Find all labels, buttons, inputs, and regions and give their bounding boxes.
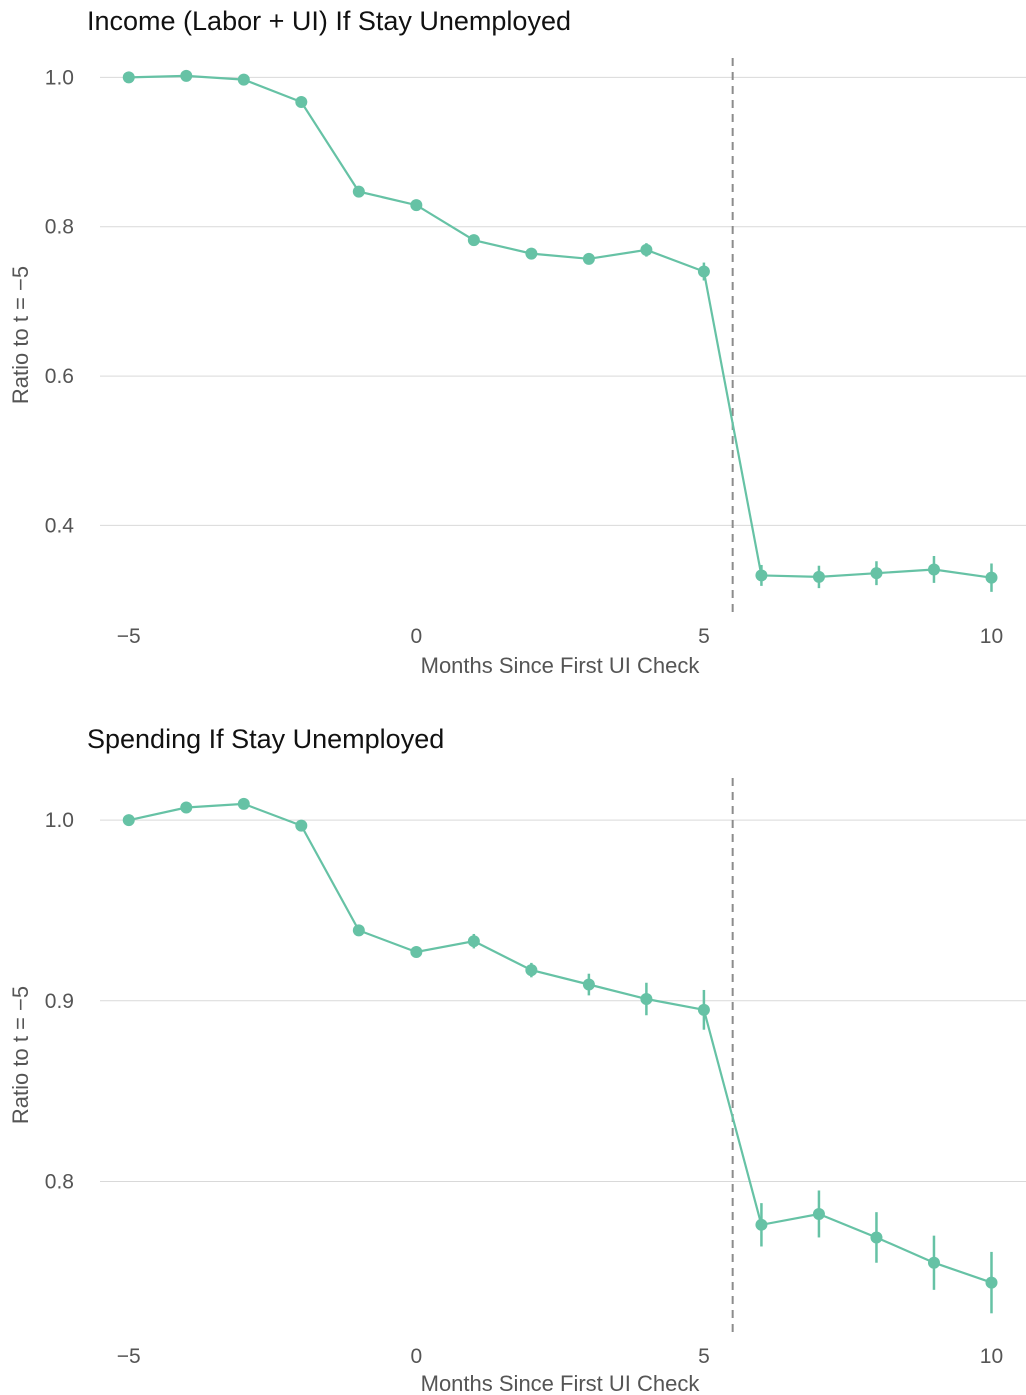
x-tick-label: −5 <box>117 1345 141 1368</box>
x-tick-label: 0 <box>410 1345 422 1368</box>
data-point <box>352 924 365 937</box>
data-point <box>927 1256 940 1269</box>
data-point <box>755 1218 768 1231</box>
data-point <box>927 563 940 576</box>
data-point <box>410 946 423 959</box>
data-point <box>812 570 825 583</box>
data-point <box>985 571 998 584</box>
spending-chart-panel: Spending If Stay Unemployed 0.8 0.9 1.0 −5 0 5… <box>0 715 1026 1395</box>
data-point <box>640 993 653 1005</box>
data-point <box>467 234 480 247</box>
data-point <box>467 935 480 948</box>
x-axis-label: Months Since First UI Check <box>421 653 701 678</box>
data-point <box>237 797 250 810</box>
x-tick-label: 10 <box>980 1345 1003 1368</box>
x-tick-label: 5 <box>698 625 710 648</box>
data-point <box>697 265 710 278</box>
data-point <box>697 1003 710 1016</box>
x-tick-label: 5 <box>698 1345 710 1368</box>
data-point <box>122 71 135 84</box>
data-point <box>295 819 308 832</box>
income-chart-panel: Income (Labor + UI) If Stay Unemployed 0.… <box>0 0 1026 690</box>
spending-chart: Spending If Stay Unemployed 0.8 0.9 1.0 −5 0 5… <box>8 724 1026 1395</box>
data-point <box>755 569 768 582</box>
data-point <box>525 247 538 260</box>
y-tick-label: 0.8 <box>45 1170 74 1193</box>
y-tick-label: 0.8 <box>45 216 74 239</box>
x-tick-label: 10 <box>980 625 1003 648</box>
x-tick-label: −5 <box>117 625 141 648</box>
data-point <box>985 1276 998 1289</box>
income-chart: Income (Labor + UI) If Stay Unemployed 0.… <box>8 6 1026 678</box>
series-line <box>128 74 992 579</box>
x-tick-label: 0 <box>410 625 422 648</box>
data-point <box>237 73 250 86</box>
y-tick-label: 0.6 <box>45 365 74 388</box>
y-tick-label: 0.9 <box>45 990 74 1013</box>
data-point <box>870 567 883 580</box>
data-point <box>180 801 193 814</box>
data-point <box>295 96 308 109</box>
y-axis-label: Ratio to t = −5 <box>8 266 33 404</box>
y-axis-label: Ratio to t = −5 <box>8 986 33 1124</box>
chart-title: Spending If Stay Unemployed <box>87 724 444 754</box>
data-point <box>812 1207 825 1220</box>
chart-title: Income (Labor + UI) If Stay Unemployed <box>87 6 571 36</box>
data-point <box>525 964 538 977</box>
series-line <box>128 802 992 1284</box>
data-point <box>640 243 653 256</box>
data-point <box>410 199 423 212</box>
data-point <box>352 185 365 198</box>
data-point <box>870 1231 883 1244</box>
data-point <box>582 252 595 265</box>
y-tick-label: 1.0 <box>45 809 74 832</box>
data-point <box>180 69 193 82</box>
data-point <box>122 814 135 827</box>
data-point <box>582 978 595 991</box>
x-axis-label: Months Since First UI Check <box>421 1371 701 1395</box>
y-tick-label: 0.4 <box>45 514 75 537</box>
y-tick-label: 1.0 <box>45 66 74 89</box>
